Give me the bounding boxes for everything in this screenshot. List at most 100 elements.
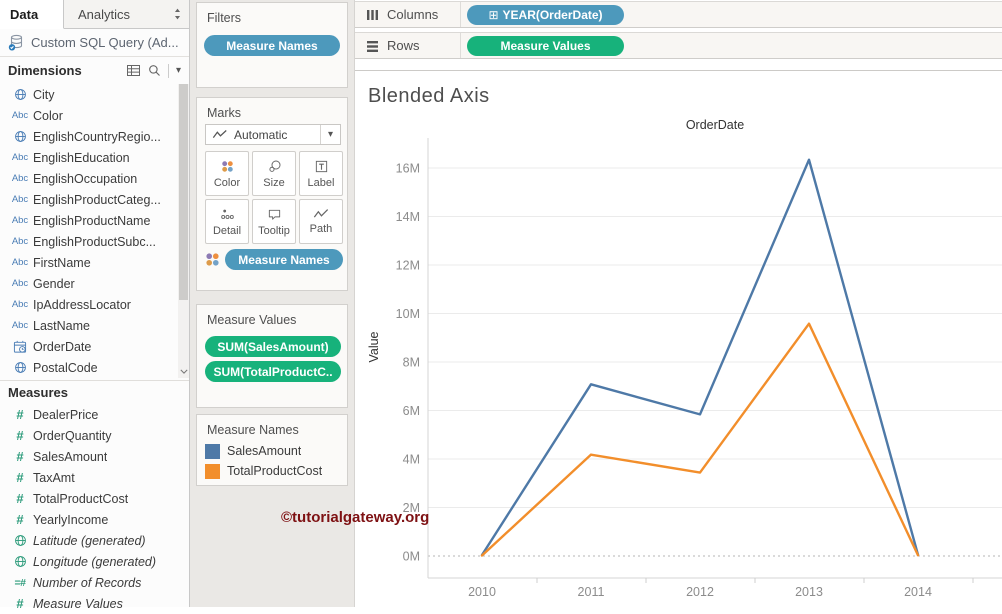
rows-icon: [366, 40, 379, 52]
marks-buttons: Color Size Label Detail Tooltip Path: [205, 151, 343, 244]
tab-data[interactable]: Data: [0, 0, 64, 29]
columns-shelf[interactable]: Columns ⊞ YEAR(OrderDate): [355, 1, 1002, 28]
measure-field-row[interactable]: Latitude (generated): [0, 530, 189, 551]
mark-button[interactable]: Path: [299, 199, 343, 244]
measure-values-pill[interactable]: SUM(TotalProductC..: [205, 361, 341, 382]
dimension-field-row[interactable]: Abc FirstName: [0, 252, 180, 273]
abc-icon: Abc: [11, 215, 29, 226]
connection-row[interactable]: Custom SQL Query (Ad...: [0, 29, 189, 57]
mark-type-dropdown[interactable]: Automatic ▾: [205, 124, 341, 145]
svg-text:2011: 2011: [578, 585, 605, 599]
mark-button[interactable]: Size: [252, 151, 296, 196]
field-label: Latitude (generated): [33, 533, 146, 548]
dimension-field-row[interactable]: Abc IpAddressLocator: [0, 294, 180, 315]
number-icon: #: [16, 449, 24, 464]
measure-field-row[interactable]: # DealerPrice: [0, 404, 189, 425]
svg-text:10M: 10M: [396, 307, 420, 321]
dimension-field-row[interactable]: Abc EnglishEducation: [0, 147, 180, 168]
measure-values-pills: SUM(SalesAmount) SUM(TotalProductC..: [205, 336, 341, 386]
dimension-field-row[interactable]: OrderDate: [0, 336, 180, 357]
measures-header: Measures: [0, 380, 189, 404]
legend-row[interactable]: SalesAmount: [197, 441, 347, 461]
blended-axis-chart[interactable]: 0M 2M 4M 6M 8M 10M 12M 14M 16M 2010 2011 2012 2013 20…: [355, 71, 1002, 608]
dimension-field-row[interactable]: Abc Gender: [0, 273, 180, 294]
abc-icon: Abc: [11, 320, 29, 331]
field-label: DealerPrice: [33, 407, 99, 422]
field-label: EnglishEducation: [33, 150, 130, 165]
measure-field-row[interactable]: # TotalProductCost: [0, 488, 189, 509]
field-label: EnglishProductName: [33, 213, 151, 228]
svg-text:2M: 2M: [403, 501, 420, 515]
legend-title: Measure Names: [207, 423, 299, 437]
filters-pills: Measure Names: [197, 35, 347, 56]
svg-text:OrderDate: OrderDate: [686, 118, 744, 132]
number-icon: #: [16, 428, 24, 443]
rows-shelf[interactable]: Rows Measure Values: [355, 32, 1002, 59]
measure-field-row[interactable]: # Measure Values: [0, 593, 189, 614]
field-label: IpAddressLocator: [33, 297, 131, 312]
svg-text:6M: 6M: [403, 404, 420, 418]
sheet-title[interactable]: Blended Axis: [368, 85, 490, 107]
path-icon: [313, 208, 329, 220]
abc-icon: Abc: [11, 299, 29, 310]
size-icon: [267, 159, 282, 174]
columns-label: Columns: [387, 7, 439, 22]
dimension-field-row[interactable]: EnglishCountryRegio...: [0, 126, 180, 147]
field-label: EnglishProductCateg...: [33, 192, 161, 207]
dimension-field-row[interactable]: PostalCode: [0, 357, 180, 378]
mark-button[interactable]: Tooltip: [252, 199, 296, 244]
measure-field-row[interactable]: # OrderQuantity: [0, 425, 189, 446]
scrollbar-track[interactable]: [178, 84, 189, 378]
dimension-field-row[interactable]: City: [0, 84, 180, 105]
svg-text:2013: 2013: [795, 585, 823, 599]
measure-values-pill[interactable]: SUM(SalesAmount): [205, 336, 341, 357]
plus-box-icon[interactable]: ⊞: [488, 7, 499, 22]
line-mark-icon: [212, 129, 228, 140]
measure-values-card: Measure Values SUM(SalesAmount) SUM(Tota…: [196, 304, 348, 408]
measure-field-row[interactable]: # YearlyIncome: [0, 509, 189, 530]
legend-swatch: [205, 463, 220, 479]
mark-button[interactable]: Label: [299, 151, 343, 196]
dropdown-caret[interactable]: ▾: [320, 125, 340, 144]
marks-measure-names-pill[interactable]: Measure Names: [225, 249, 343, 270]
columns-pill[interactable]: ⊞ YEAR(OrderDate): [467, 4, 624, 25]
scroll-down-icon[interactable]: [178, 364, 189, 378]
measures-list: # DealerPrice # OrderQuantity # SalesAmo…: [0, 404, 189, 614]
color-dots-icon: [205, 252, 220, 267]
dimension-field-row[interactable]: Abc LastName: [0, 315, 180, 336]
measure-field-row[interactable]: Longitude (generated): [0, 551, 189, 572]
svg-text:2012: 2012: [686, 585, 714, 599]
mark-button-label: Detail: [212, 224, 242, 237]
dimension-field-row[interactable]: Abc EnglishProductSubc...: [0, 231, 180, 252]
abc-icon: Abc: [11, 257, 29, 268]
field-label: TotalProductCost: [33, 491, 129, 506]
calendar-icon: [13, 340, 27, 354]
pane-sort-icon[interactable]: [165, 0, 189, 28]
mark-button[interactable]: Detail: [205, 199, 249, 244]
filter-pill[interactable]: Measure Names: [204, 35, 340, 56]
view-data-icon[interactable]: [126, 64, 141, 77]
measure-field-row[interactable]: # SalesAmount: [0, 446, 189, 467]
search-icon[interactable]: [148, 64, 161, 77]
number-icon: #: [16, 470, 24, 485]
dimension-field-row[interactable]: Abc EnglishProductName: [0, 210, 180, 231]
dimension-field-row[interactable]: Abc EnglishProductCateg...: [0, 189, 180, 210]
scrollbar-thumb[interactable]: [179, 84, 188, 300]
tab-analytics[interactable]: Analytics: [78, 6, 131, 22]
mark-button-label: Label: [307, 176, 335, 189]
legend-row[interactable]: TotalProductCost: [197, 461, 347, 481]
field-label: FirstName: [33, 255, 91, 270]
measure-field-row[interactable]: =# Number of Records: [0, 572, 189, 593]
dimension-field-row[interactable]: Abc Color: [0, 105, 180, 126]
rows-pill[interactable]: Measure Values: [467, 35, 624, 56]
mark-button-label: Size: [263, 176, 285, 189]
legend-entries: SalesAmount TotalProductCost: [197, 441, 347, 481]
marks-title: Marks: [207, 106, 242, 120]
database-icon: [8, 34, 25, 51]
dimension-field-row[interactable]: Abc EnglishOccupation: [0, 168, 180, 189]
measure-field-row[interactable]: # TaxAmt: [0, 467, 189, 488]
watermark: ©tutorialgateway.org: [281, 509, 430, 526]
chevron-down-icon[interactable]: ▾: [175, 64, 181, 76]
abc-icon: Abc: [11, 236, 29, 247]
mark-button[interactable]: Color: [205, 151, 249, 196]
